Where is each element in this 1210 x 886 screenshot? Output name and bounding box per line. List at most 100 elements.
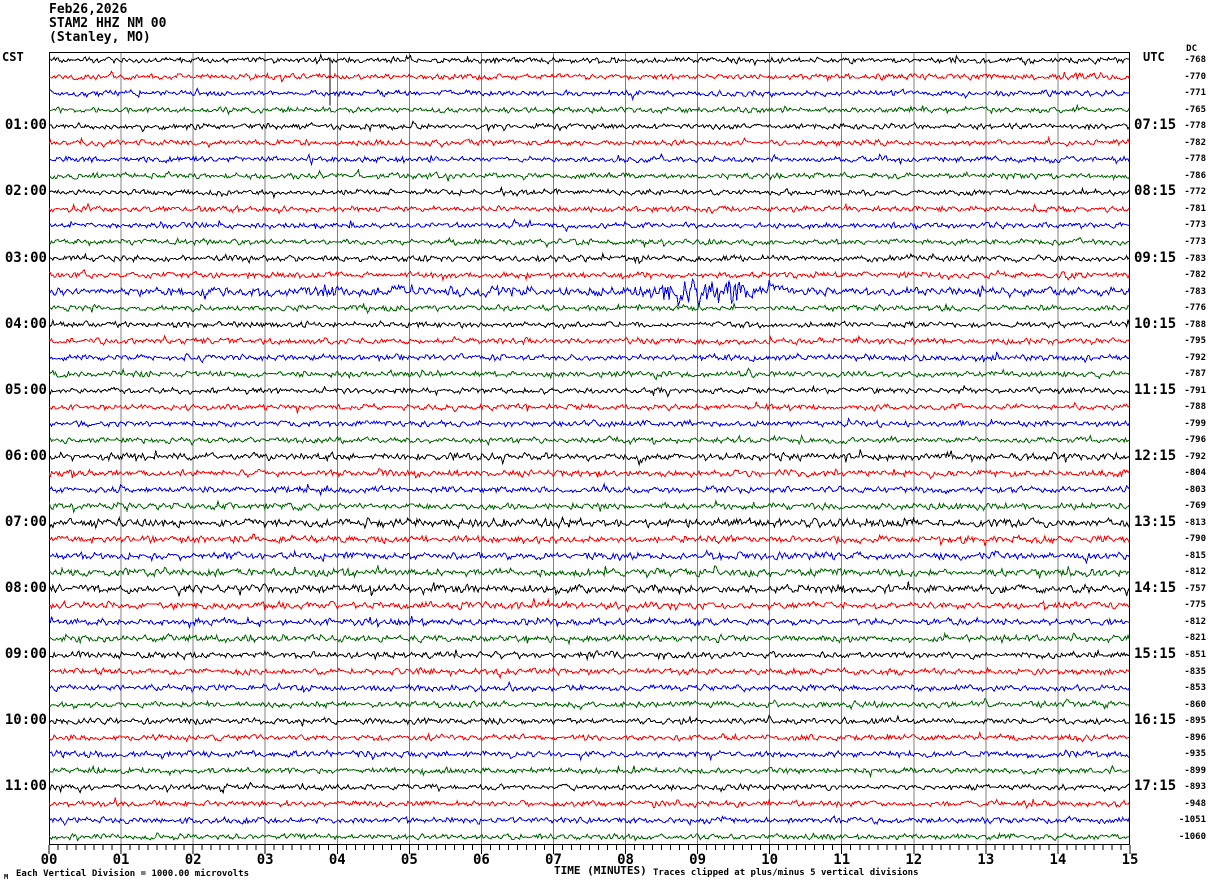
trace-row-13 — [49, 268, 1130, 282]
dc-value: -783 — [1184, 253, 1206, 264]
trace-row-19 — [49, 367, 1130, 381]
trace-row-29 — [49, 533, 1130, 547]
trace-row-38 — [49, 680, 1130, 694]
trace-row-5 — [49, 135, 1130, 149]
right-hour-label: 17:15 — [1134, 778, 1177, 795]
dc-value: -769 — [1184, 501, 1206, 512]
title-location: (Stanley, MO) — [49, 30, 151, 45]
right-hour-label: 09:15 — [1134, 249, 1177, 266]
x-tick-label: 09 — [689, 852, 707, 868]
x-tick-label: 05 — [400, 852, 418, 868]
trace-row-44 — [49, 781, 1130, 795]
dc-value: -783 — [1184, 286, 1206, 297]
seismogram-traces — [49, 52, 1130, 845]
trace-row-36 — [49, 648, 1130, 661]
trace-row-15 — [49, 301, 1130, 314]
dc-value: -787 — [1184, 369, 1206, 380]
dc-value: -812 — [1184, 616, 1206, 627]
x-tick-label: 13 — [977, 852, 995, 868]
right-hour-label: 12:15 — [1134, 447, 1177, 464]
dc-value: -772 — [1184, 187, 1206, 198]
left-hour-label: 02:00 — [4, 183, 47, 200]
dc-value: -835 — [1184, 666, 1206, 677]
scale-note: Each Vertical Division = 1000.00 microvo… — [16, 869, 249, 879]
trace-row-20 — [49, 384, 1130, 398]
dc-value: -770 — [1184, 71, 1206, 82]
right-axis-label: UTC — [1143, 50, 1165, 64]
right-hour-label: 10:15 — [1134, 315, 1177, 332]
trace-row-27 — [49, 499, 1130, 514]
trace-row-28 — [49, 515, 1130, 530]
x-tick-label: 12 — [905, 852, 923, 868]
dc-value: -788 — [1184, 319, 1206, 330]
trace-row-37 — [49, 665, 1130, 680]
left-hour-label: 07:00 — [4, 513, 47, 530]
dc-value: -771 — [1184, 88, 1206, 99]
left-hour-label: 08:00 — [4, 579, 47, 596]
right-hour-label: 14:15 — [1134, 579, 1177, 596]
trace-row-18 — [49, 351, 1130, 364]
trace-row-4 — [49, 120, 1130, 133]
trace-row-46 — [49, 814, 1130, 827]
dc-value: -788 — [1184, 402, 1206, 413]
plot-border — [49, 52, 1130, 845]
dc-value: -795 — [1184, 336, 1206, 347]
dc-value: -1051 — [1178, 815, 1206, 826]
left-hour-label: 01:00 — [4, 117, 47, 134]
left-hour-label: 09:00 — [4, 646, 47, 662]
left-hour-label: 11:00 — [4, 778, 47, 795]
dc-value: -799 — [1184, 418, 1206, 429]
dc-value: -778 — [1184, 154, 1206, 165]
dc-value: -782 — [1184, 137, 1206, 148]
dc-value: -853 — [1184, 683, 1206, 694]
trace-row-34 — [49, 615, 1130, 630]
dc-column-label: DC — [1186, 44, 1197, 54]
trace-row-11 — [49, 236, 1130, 249]
x-axis-title: TIME (MINUTES) — [554, 864, 647, 877]
trace-row-31 — [49, 564, 1130, 579]
trace-row-47 — [49, 832, 1130, 842]
dc-value: -768 — [1184, 55, 1206, 66]
trace-row-8 — [49, 186, 1130, 200]
trace-row-16 — [49, 318, 1130, 330]
x-tick-label: 04 — [328, 852, 346, 868]
trace-row-45 — [49, 797, 1130, 809]
trace-row-32 — [49, 581, 1130, 597]
trace-row-30 — [49, 549, 1130, 565]
trace-row-25 — [49, 467, 1130, 480]
dc-value: -896 — [1184, 732, 1206, 743]
trace-row-0 — [49, 53, 1130, 67]
trace-row-1 — [49, 70, 1130, 83]
trace-row-12 — [49, 251, 1130, 265]
title-date: Feb26,2026 — [49, 2, 128, 17]
dc-value: -782 — [1184, 270, 1206, 281]
dc-value: -778 — [1184, 121, 1206, 132]
trace-row-2 — [49, 87, 1130, 102]
trace-row-41 — [49, 730, 1130, 743]
x-tick-label: 00 — [40, 852, 58, 868]
trace-row-33 — [49, 597, 1130, 613]
dc-value: -803 — [1184, 484, 1206, 495]
trace-row-9 — [49, 202, 1130, 215]
dc-value: -851 — [1184, 650, 1206, 660]
dc-value: -899 — [1184, 765, 1206, 776]
seismogram-plot — [49, 52, 1130, 845]
dc-value: -1060 — [1178, 831, 1206, 842]
trace-row-43 — [49, 764, 1130, 779]
dc-value: -804 — [1184, 468, 1206, 479]
dc-value: -775 — [1184, 600, 1206, 611]
left-hour-label: 10:00 — [4, 712, 47, 729]
dc-value: -791 — [1184, 385, 1206, 396]
dc-value: -813 — [1184, 517, 1206, 528]
dc-value: -935 — [1184, 749, 1206, 760]
trace-row-40 — [49, 714, 1130, 727]
trace-row-24 — [49, 448, 1130, 467]
dc-value: -781 — [1184, 203, 1206, 214]
trace-row-21 — [49, 400, 1130, 415]
right-hour-label: 13:15 — [1134, 513, 1177, 530]
x-axis — [48, 845, 1131, 854]
x-tick-label: 02 — [184, 852, 202, 868]
trace-row-35 — [49, 631, 1130, 646]
dc-value: -821 — [1184, 633, 1206, 644]
dc-value: -790 — [1184, 534, 1206, 545]
